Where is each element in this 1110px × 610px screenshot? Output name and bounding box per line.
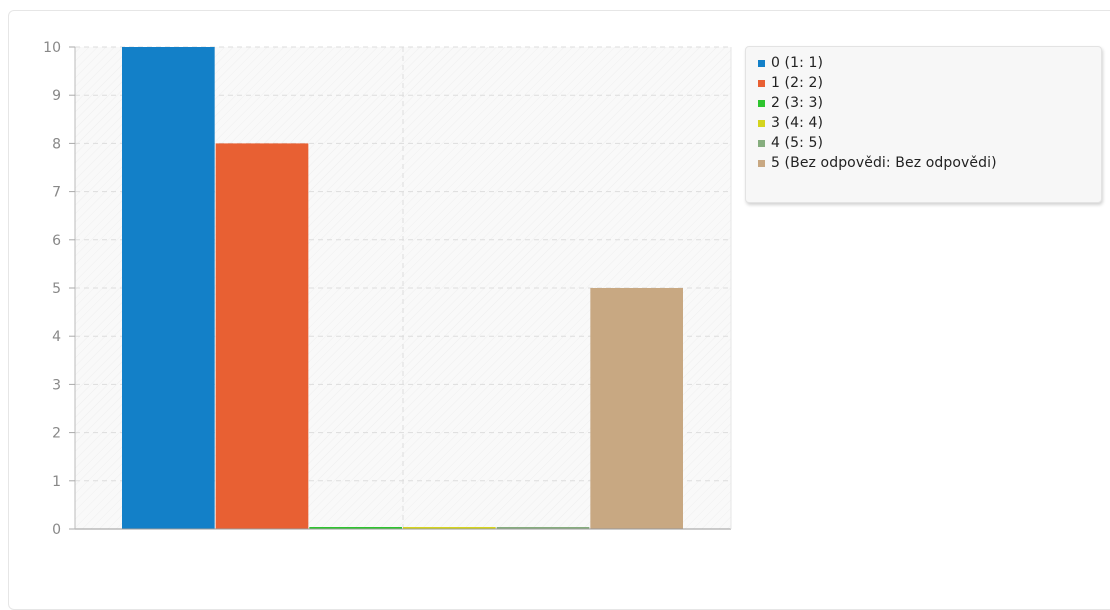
legend-label: 3 (4: 4): [771, 115, 824, 131]
y-tick-label: 0: [52, 522, 61, 538]
legend-item: 3 (4: 4): [758, 113, 1101, 133]
y-tick-labels: 0 1 2 3 4 5 6 7 8 9 10: [43, 40, 61, 538]
y-tick-label: 10: [43, 40, 61, 56]
legend-item: 0 (1: 1): [758, 53, 1101, 73]
axes: [69, 46, 732, 530]
legend-swatch: [758, 99, 765, 107]
legend-swatch: [758, 79, 765, 87]
y-tick-label: 9: [52, 88, 61, 104]
y-tick-label: 7: [52, 185, 61, 201]
bars: [122, 47, 683, 529]
bar[interactable]: [590, 288, 683, 529]
legend-swatch: [758, 139, 765, 147]
bar[interactable]: [403, 527, 496, 529]
y-tick-label: 2: [52, 426, 61, 442]
y-tick-label: 3: [52, 377, 61, 393]
legend-item: 2 (3: 3): [758, 93, 1101, 113]
y-tick-label: 1: [52, 474, 61, 490]
legend-item: 4 (5: 5): [758, 133, 1101, 153]
y-tick-label: 6: [52, 233, 61, 249]
legend-label: 1 (2: 2): [771, 75, 824, 91]
legend-label: 2 (3: 3): [771, 95, 824, 111]
legend-item: 5 (Bez odpovědi: Bez odpovědi): [758, 153, 1101, 173]
legend-label: 5 (Bez odpovědi: Bez odpovědi): [771, 155, 997, 171]
y-tick-label: 5: [52, 281, 61, 297]
bar[interactable]: [122, 47, 215, 529]
legend-swatch: [758, 59, 765, 67]
y-tick-label: 8: [52, 136, 61, 152]
legend-swatch: [758, 159, 765, 167]
bar[interactable]: [309, 527, 402, 529]
y-tick-label: 4: [52, 329, 61, 345]
legend-label: 4 (5: 5): [771, 135, 824, 151]
chart-legend: 0 (1: 1) 1 (2: 2) 2 (3: 3) 3 (4: 4) 4 (5…: [745, 46, 1102, 203]
legend-swatch: [758, 119, 765, 127]
bar[interactable]: [215, 143, 309, 529]
legend-item: 1 (2: 2): [758, 73, 1101, 93]
legend-label: 0 (1: 1): [771, 55, 824, 71]
bar[interactable]: [496, 527, 590, 529]
